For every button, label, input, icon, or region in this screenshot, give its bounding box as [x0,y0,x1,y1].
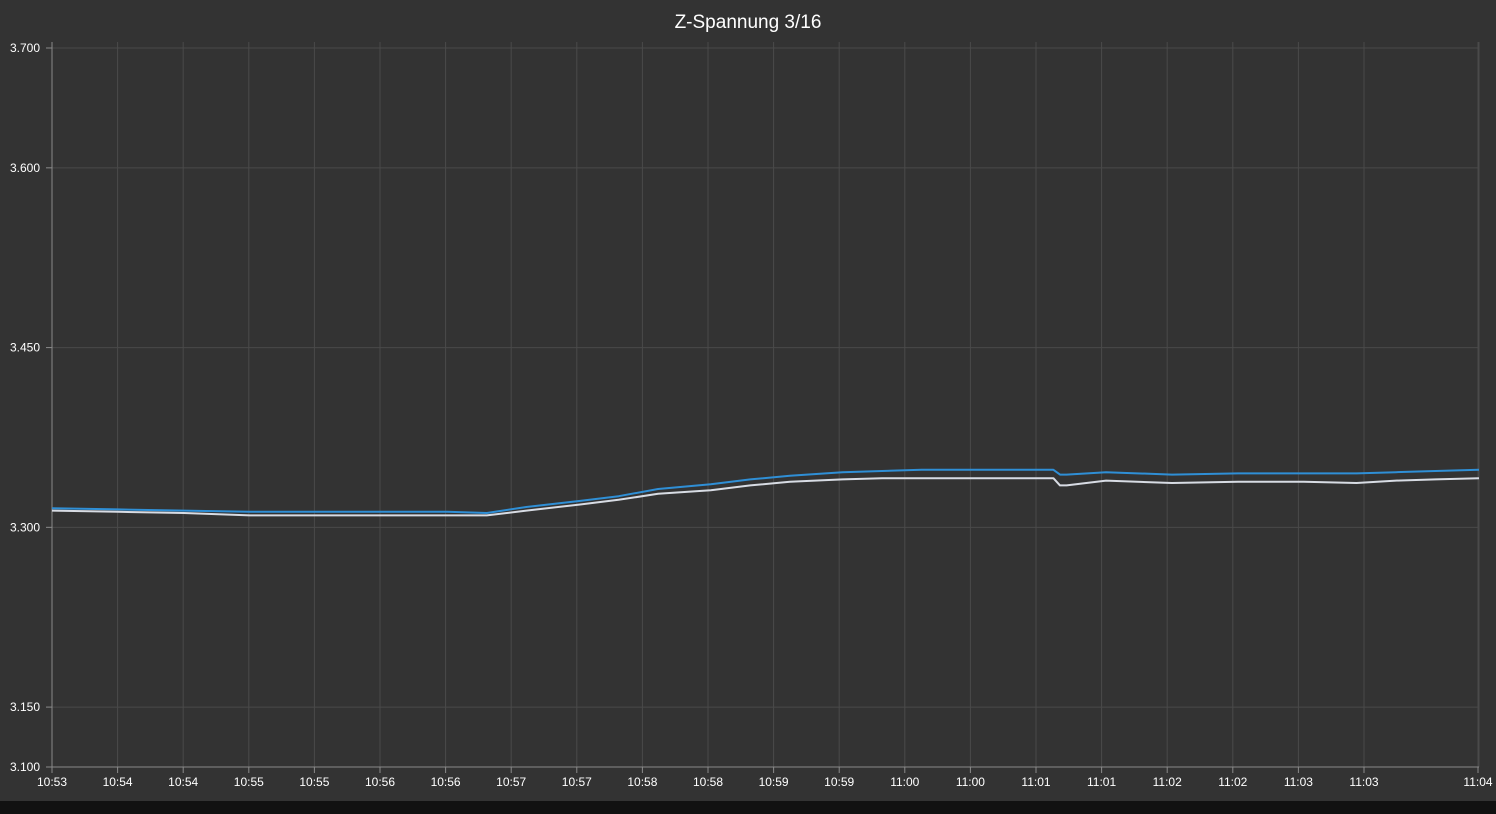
y-tick-label: 3.150 [10,700,40,714]
x-tick-label: 10:59 [824,775,854,789]
chart-title: Z-Spannung 3/16 [675,12,822,33]
series-line [51,468,1480,514]
x-tick-label: 11:01 [1021,775,1050,789]
x-tick-label: 10:56 [365,775,395,789]
tick-labels: 10:53 10:54 10:54 10:55 10:55 10:56 10:56 10:57… [10,41,1493,789]
series-line [51,477,1480,517]
y-tick-label: 3.300 [10,520,40,534]
x-tick-label: 10:57 [562,775,592,789]
y-tick-label: 3.450 [10,341,40,355]
x-tick-label: 10:59 [759,775,789,789]
x-tick-label: 10:58 [693,775,723,789]
x-tick-label: 10:54 [103,775,133,789]
x-tick-label: 11:02 [1153,775,1182,789]
x-tick-label: 11:00 [890,775,919,789]
y-tick-label: 3.700 [10,41,40,55]
bottom-strip [0,801,1496,814]
x-tick-label: 11:04 [1463,775,1492,789]
x-tick-label: 11:03 [1284,775,1313,789]
x-tick-label: 11:00 [956,775,985,789]
x-tick-label: 11:02 [1218,775,1247,789]
grid [51,42,1480,768]
x-tick-label: 11:03 [1349,775,1378,789]
axes [46,42,1479,773]
x-tick-label: 11:01 [1087,775,1116,789]
x-tick-label: 10:55 [299,775,329,789]
x-tick-label: 10:56 [431,775,461,789]
series-lines [51,468,1480,517]
x-tick-label: 10:53 [37,775,67,789]
x-tick-label: 10:57 [496,775,526,789]
x-tick-label: 10:55 [234,775,264,789]
y-tick-label: 3.600 [10,161,40,175]
y-tick-label: 3.100 [10,760,40,774]
x-tick-label: 10:54 [168,775,198,789]
x-tick-label: 10:58 [627,775,657,789]
